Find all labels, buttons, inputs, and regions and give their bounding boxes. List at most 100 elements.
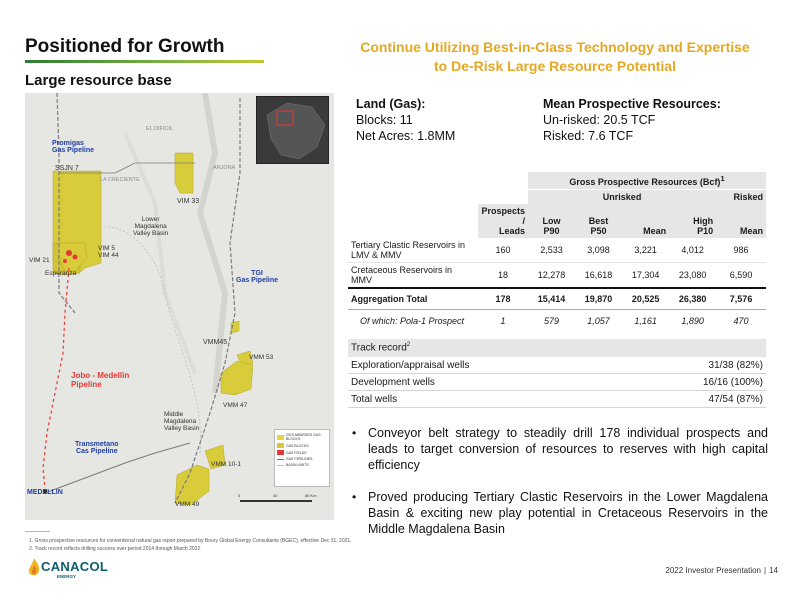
label-vmm49: VMM 49	[175, 501, 200, 508]
footnote-2: 2. Track record reflects drilling succes…	[29, 546, 202, 552]
resources-risked: Risked: 7.6 TCF	[543, 129, 634, 143]
track-record-table: Track record2 Exploration/appraisal well…	[348, 339, 766, 408]
legend-label: GAS BLOCKS	[286, 443, 309, 448]
cell-risked: 986	[716, 238, 766, 263]
label-middle-basin: Middle Magdalena Valley Basin	[164, 411, 200, 432]
prospective-resources-table: Gross Prospective Resources (Bcf) 1 Unris…	[348, 172, 766, 332]
scale-label-mid: 40	[273, 493, 278, 498]
land-acres: Net Acres: 1.8MM	[356, 129, 456, 143]
legend-swatch	[277, 434, 284, 440]
track-record-title: Track record	[351, 342, 407, 354]
bullet-dot-icon: •	[352, 426, 357, 440]
block-vmm10	[204, 444, 226, 470]
track-row-label: Development wells	[351, 376, 435, 388]
track-row: Exploration/appraisal wells 31/38 (82%)	[348, 357, 766, 374]
legend-label: GAS FIELDS	[286, 450, 307, 455]
label-el-dificil: EL DIFICIL	[146, 126, 173, 132]
sub-low: 579	[528, 309, 576, 332]
track-row-value: 47/54 (87%)	[708, 393, 763, 405]
logo-name: CANACOL	[41, 559, 109, 574]
sub-label: Of which: Pola-1 Prospect	[348, 309, 478, 332]
col-risked-mean: Mean	[716, 204, 766, 238]
legend-item: BASIN LIMITS	[277, 463, 327, 467]
table-row: Tertiary Clastic Reservoirs in LMV & MMV…	[348, 238, 766, 263]
col-prospects-line2: Leads	[498, 226, 525, 236]
total-label: Aggregation Total	[348, 287, 478, 310]
page-number: 14	[769, 566, 778, 575]
cell-low: 2,533	[528, 238, 576, 263]
total-prospects: 178	[478, 287, 528, 310]
footnote-rule	[25, 531, 50, 532]
cell-mean: 17,304	[622, 262, 670, 289]
track-row: Total wells 47/54 (87%)	[348, 391, 766, 408]
legend-item: GAS PIPELINES	[277, 457, 327, 461]
cell-best: 3,098	[575, 238, 623, 263]
title-underline	[25, 60, 264, 63]
map-scale-bar: 0 40 80 Km	[237, 493, 319, 505]
footer-separator: |	[764, 566, 767, 575]
slide-footer: 2022 Investor Presentation | 14	[665, 566, 778, 575]
sub-prospects: 1	[478, 309, 528, 332]
col-mean: Mean	[622, 204, 670, 238]
label-vim33: VIM 33	[177, 198, 200, 205]
col-high-line2: P10	[697, 226, 714, 236]
footer-text: 2022 Investor Presentation	[665, 566, 762, 575]
total-risked: 7,576	[716, 287, 766, 310]
slide-title: Positioned for Growth	[25, 36, 225, 57]
sub-high: 1,890	[669, 309, 717, 332]
label-lower-basin: Lower Magdalena Valley Basin	[133, 216, 169, 237]
label-esperanza: Esperanza	[45, 270, 77, 277]
block-map: Promigas Gas Pipeline SSJN 7 LA CRECIENT…	[25, 93, 334, 520]
col-low-line2: P90	[543, 226, 560, 236]
land-blocks: Blocks: 11	[356, 113, 413, 127]
track-row-value: 31/38 (82%)	[708, 359, 763, 371]
label-promigas: Promigas Gas Pipeline	[52, 140, 95, 154]
risked-header: Risked	[716, 189, 766, 204]
label-vmm47: VMM 47	[223, 402, 248, 409]
bullet-item: • Proved producing Tertiary Clastic Rese…	[352, 489, 768, 537]
group-header-text: Gross Prospective Resources (Bcf)	[569, 177, 721, 187]
table-sub-row: Of which: Pola-1 Prospect 1 579 1,057 1,…	[348, 309, 766, 332]
cell-risked: 6,590	[716, 262, 766, 289]
unrisked-header: Unrisked	[528, 189, 717, 204]
legend-item: GAS FIELDS	[277, 450, 327, 455]
bullet-list: • Conveyor belt strategy to steadily dri…	[352, 425, 768, 553]
headline-line-1: Continue Utilizing Best-in-Class Technol…	[360, 39, 750, 55]
resources-summary: Mean Prospective Resources: Un-risked: 2…	[543, 96, 721, 144]
cell-prospects: 160	[478, 238, 528, 263]
label-vmm45: VMM45	[203, 339, 228, 346]
track-row: Development wells 16/16 (100%)	[348, 374, 766, 391]
total-low: 15,414	[528, 287, 576, 310]
legend-label: 2020 AWARDED GAS BLOCKS	[286, 433, 321, 441]
legend-swatch	[277, 464, 284, 466]
canacol-logo: CANACOL ENERGY	[27, 557, 108, 581]
resources-unrisked: Un-risked: 20.5 TCF	[543, 113, 656, 127]
table-total-row: Aggregation Total 178 15,414 19,870 20,5…	[348, 287, 766, 310]
footnote-1: 1. Gross prospective resources for conve…	[29, 538, 352, 544]
label-tgi-pipeline: TGI Gas Pipeline	[236, 270, 279, 284]
headline: Continue Utilizing Best-in-Class Technol…	[345, 38, 765, 76]
track-row-label: Total wells	[351, 393, 398, 405]
label-medellin: MEDELLIN	[27, 489, 63, 496]
cell-high: 4,012	[669, 238, 717, 263]
row-label: Cretaceous Reservoirs in MMV	[348, 262, 478, 289]
col-high: High P10	[669, 204, 717, 238]
label-arjona: ARJONA	[213, 165, 236, 171]
label-transmetano: Transmetano Cas Pipeline	[75, 441, 119, 455]
label-ssjn7: SSJN 7	[55, 165, 79, 172]
track-record-sup: 2	[406, 342, 411, 348]
scale-label-zero: 0	[238, 493, 241, 498]
block-vmm47	[220, 360, 254, 396]
col-best-line2: P50	[590, 226, 607, 236]
total-mean: 20,525	[622, 287, 670, 310]
inset-map-graphic	[266, 102, 326, 160]
track-record-header: Track record2	[348, 339, 766, 357]
sub-best: 1,057	[575, 309, 623, 332]
bullet-item: • Conveyor belt strategy to steadily dri…	[352, 425, 768, 473]
scale-bar-graphic	[240, 500, 312, 502]
label-vim44: VIM 44	[98, 252, 119, 259]
track-row-value: 16/16 (100%)	[702, 376, 763, 388]
land-heading: Land (Gas):	[356, 97, 426, 111]
map-legend: 2020 AWARDED GAS BLOCKS GAS BLOCKS GAS F…	[274, 429, 330, 487]
legend-label: BASIN LIMITS	[286, 463, 309, 467]
